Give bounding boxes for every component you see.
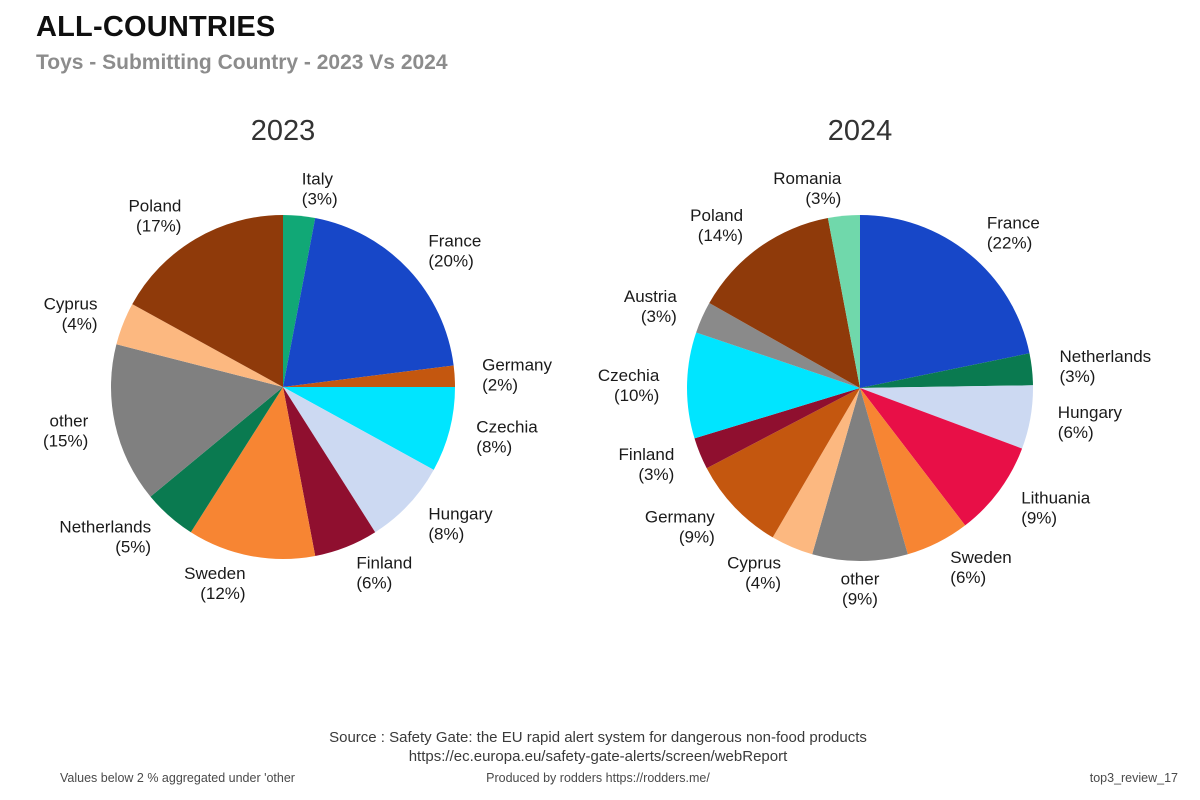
- pie-2024-label-germany: Germany (9%): [645, 508, 715, 547]
- pie-2023-slice-netherlands: [150, 387, 283, 533]
- pie-2023-slice-cyprus: [116, 304, 284, 387]
- pie-2024-label-finland: Finland (3%): [619, 445, 675, 484]
- pie-2023-label-france: France (20%): [428, 231, 481, 270]
- produced-by-note: Produced by rodders https://rodders.me/: [486, 771, 710, 785]
- pie-2024-slice-germany: [706, 388, 860, 538]
- pie-2024-label-poland: Poland (14%): [690, 206, 743, 245]
- source-note: Source : Safety Gate: the EU rapid alert…: [0, 728, 1196, 766]
- pie-2024-slice-hungary: [860, 385, 1034, 449]
- chart-title-2023: 2023: [251, 115, 316, 147]
- page-title: ALL-COUNTRIES: [36, 11, 276, 43]
- pie-2024-label-cyprus: Cyprus (4%): [727, 554, 781, 593]
- pie-2023-slice-italy: [283, 215, 316, 387]
- pie-2023-slice-finland: [283, 387, 376, 556]
- pie-2023-slice-hungary: [283, 387, 434, 533]
- pie-2024-label-netherlands: Netherlands (3%): [1060, 347, 1152, 386]
- pie-2023-slice-czechia: [283, 387, 455, 470]
- pie-2024-slice-poland: [709, 218, 860, 388]
- pie-2024-label-lithuania: Lithuania (9%): [1021, 489, 1091, 528]
- pie-2023-label-hungary: Hungary (8%): [428, 505, 493, 544]
- pie-2024-label-romania: Romania (3%): [773, 169, 842, 208]
- pie-2023-label-netherlands: Netherlands (5%): [59, 518, 151, 557]
- pie-2024-label-austria: Austria (3%): [624, 287, 677, 326]
- pie-2024-slice-netherlands: [860, 353, 1033, 388]
- pie-2024-slice-sweden: [860, 388, 966, 555]
- pie-2023-label-finland: Finland (6%): [356, 554, 412, 593]
- page-subtitle: Toys - Submitting Country - 2023 Vs 2024: [36, 51, 448, 74]
- pie-2023-label-germany: Germany (2%): [482, 356, 552, 395]
- pie-2024-label-france: France (22%): [987, 214, 1040, 253]
- pie-2023-slice-sweden: [190, 387, 316, 559]
- pie-2024-slice-finland: [694, 388, 860, 469]
- pie-2023-label-italy: Italy (3%): [302, 169, 338, 208]
- pie-2023-label-poland: Poland (17%): [128, 196, 181, 235]
- pie-2024-slice-other: [812, 388, 908, 562]
- pie-2023-label-sweden: Sweden (12%): [184, 564, 245, 603]
- pie-2023-slice-france: [283, 218, 454, 387]
- pie-2024-slice-austria: [696, 303, 860, 388]
- pie-2024-slice-cyprus: [772, 388, 860, 555]
- pie-2024-label-czechia: Czechia (10%): [598, 366, 660, 405]
- pie-chart-2023: 2023 Italy (3%) France (20%) Germany (2%) Czech…: [43, 115, 553, 603]
- pie-2023-slice-germany: [283, 365, 455, 387]
- chart-title-2024: 2024: [828, 115, 893, 147]
- pie-2024-label-hungary: Hungary (6%): [1058, 403, 1123, 442]
- pie-2024-label-sweden: Sweden (6%): [950, 548, 1011, 587]
- pie-2024-slice-france: [860, 215, 1030, 388]
- source-line-2: https://ec.europa.eu/safety-gate-alerts/…: [408, 748, 788, 765]
- pie-chart-2024: 2024 France (22%) Netherlands (3%) Hungary (6%…: [598, 115, 1151, 609]
- pie-2024-label-other: other (9%): [841, 570, 880, 609]
- aggregation-note: Values below 2 % aggregated under 'other: [60, 771, 295, 785]
- pie-2023-slice-other: [110, 344, 284, 497]
- pie-2023-label-other: other (15%): [43, 412, 89, 451]
- doc-reference: top3_review_17: [1089, 771, 1178, 785]
- pie-2024-slice-romania: [827, 215, 860, 388]
- pie-2024-slice-lithuania: [860, 388, 1023, 526]
- pie-2023-slice-poland: [132, 215, 283, 387]
- pie-2023-label-cyprus: Cyprus (4%): [44, 295, 98, 334]
- pie-2024-slice-czechia: [687, 332, 860, 439]
- source-line-1: Source : Safety Gate: the EU rapid alert…: [329, 729, 867, 746]
- pie-2023-label-czechia: Czechia (8%): [476, 418, 538, 457]
